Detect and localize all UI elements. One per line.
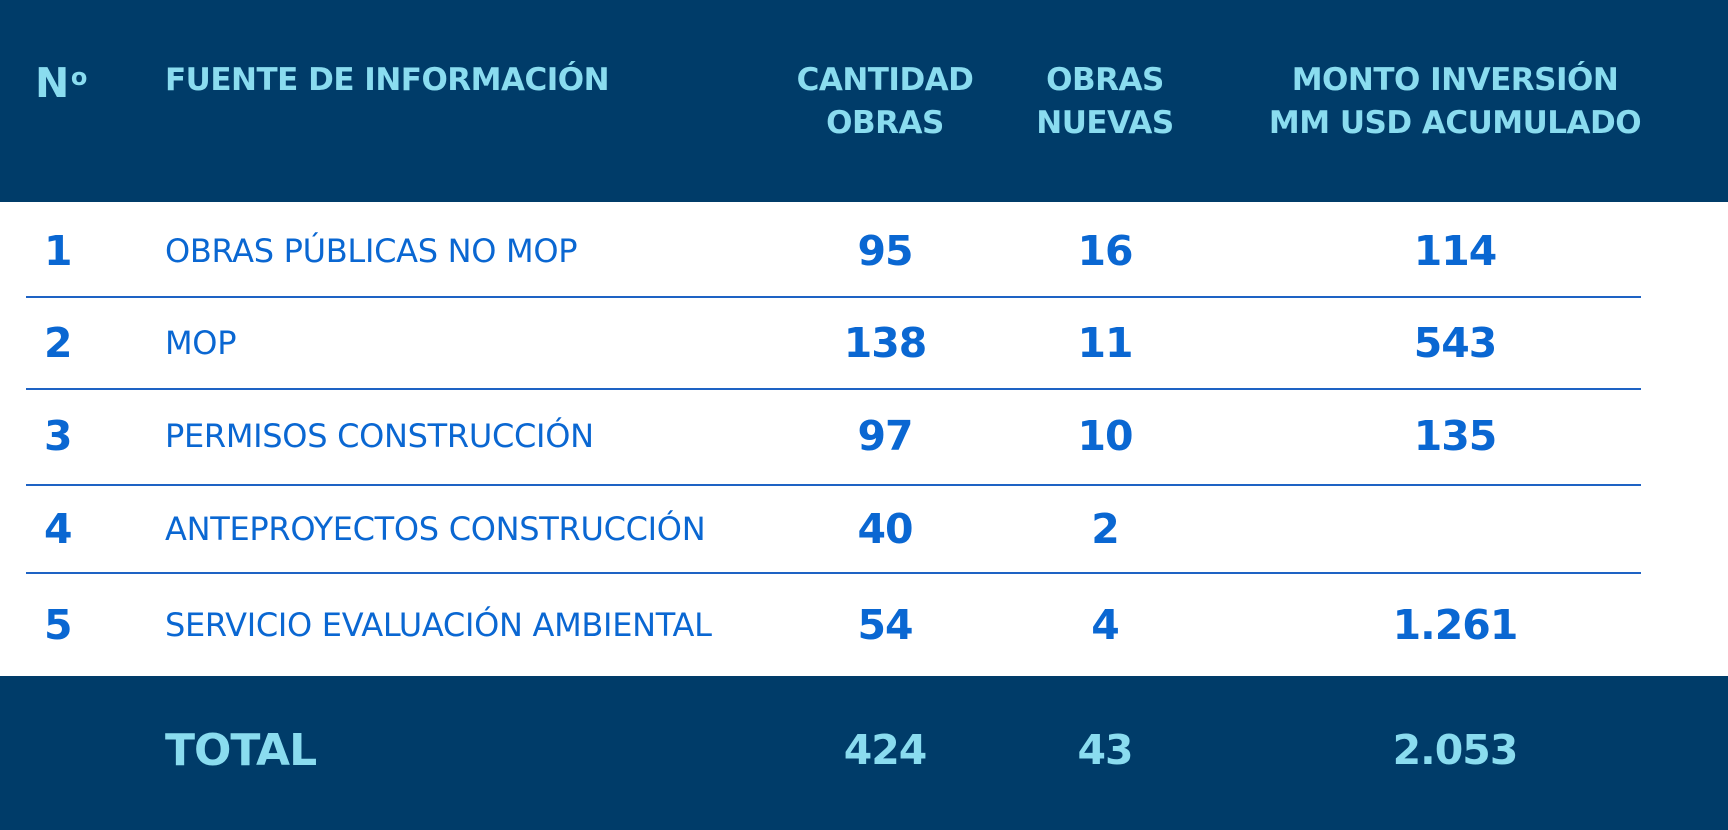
- row-monto-inversion: 1.261: [1392, 601, 1519, 649]
- row-cantidad-obras: 40: [857, 505, 913, 553]
- table-row: 1 OBRAS PÚBLICAS NO MOP 95 16 114: [0, 206, 1728, 296]
- column-header-cantidad-obras: CANTIDAD OBRAS: [796, 62, 974, 141]
- row-cantidad-obras: 95: [857, 227, 913, 275]
- column-header-number: No: [35, 59, 87, 107]
- row-obras-nuevas: 10: [1077, 412, 1133, 460]
- row-number: 4: [44, 505, 73, 553]
- row-fuente: MOP: [165, 324, 237, 362]
- total-label: TOTAL: [165, 724, 317, 776]
- row-cantidad-obras: 97: [857, 412, 913, 460]
- row-monto-inversion: 135: [1413, 412, 1498, 460]
- row-obras-nuevas: 16: [1077, 227, 1133, 275]
- row-cantidad-obras: 54: [857, 601, 913, 649]
- row-fuente: PERMISOS CONSTRUCCIÓN: [165, 417, 594, 455]
- row-obras-nuevas: 11: [1077, 319, 1133, 367]
- row-obras-nuevas: 4: [1091, 601, 1120, 649]
- row-divider: [26, 296, 1641, 298]
- total-monto-inversion: 2.053: [1392, 726, 1519, 774]
- table-row: 3 PERMISOS CONSTRUCCIÓN 97 10 135: [0, 390, 1728, 482]
- row-divider: [26, 484, 1641, 486]
- row-divider: [26, 572, 1641, 574]
- row-number: 1: [44, 227, 73, 275]
- total-row: TOTAL 424 43 2.053: [0, 700, 1728, 800]
- total-cantidad-obras: 424: [843, 726, 928, 774]
- table-row: 2 MOP 138 11 543: [0, 298, 1728, 388]
- row-fuente: ANTEPROYECTOS CONSTRUCCIÓN: [165, 510, 706, 548]
- table-row: 4 ANTEPROYECTOS CONSTRUCCIÓN 40 2: [0, 486, 1728, 572]
- row-fuente: SERVICIO EVALUACIÓN AMBIENTAL: [165, 606, 712, 644]
- row-number: 5: [44, 601, 73, 649]
- row-fuente: OBRAS PÚBLICAS NO MOP: [165, 232, 578, 270]
- column-header-fuente: FUENTE DE INFORMACIÓN: [165, 62, 610, 98]
- row-monto-inversion: 543: [1413, 319, 1498, 367]
- table-footer-band: [0, 676, 1728, 830]
- row-monto-inversion: [1240, 486, 1670, 572]
- row-monto-inversion: 114: [1413, 227, 1498, 275]
- row-cantidad-obras: 138: [843, 319, 928, 367]
- total-obras-nuevas: 43: [1077, 726, 1133, 774]
- row-divider: [26, 388, 1641, 390]
- table-row: 5 SERVICIO EVALUACIÓN AMBIENTAL 54 4 1.2…: [0, 580, 1728, 670]
- column-header-obras-nuevas: OBRAS NUEVAS: [1036, 62, 1174, 141]
- row-number: 2: [44, 319, 73, 367]
- row-number: 3: [44, 412, 73, 460]
- column-header-monto-inversion: MONTO INVERSIÓN MM USD ACUMULADO: [1268, 62, 1642, 141]
- table-header-band: [0, 0, 1728, 202]
- row-obras-nuevas: 2: [1091, 505, 1120, 553]
